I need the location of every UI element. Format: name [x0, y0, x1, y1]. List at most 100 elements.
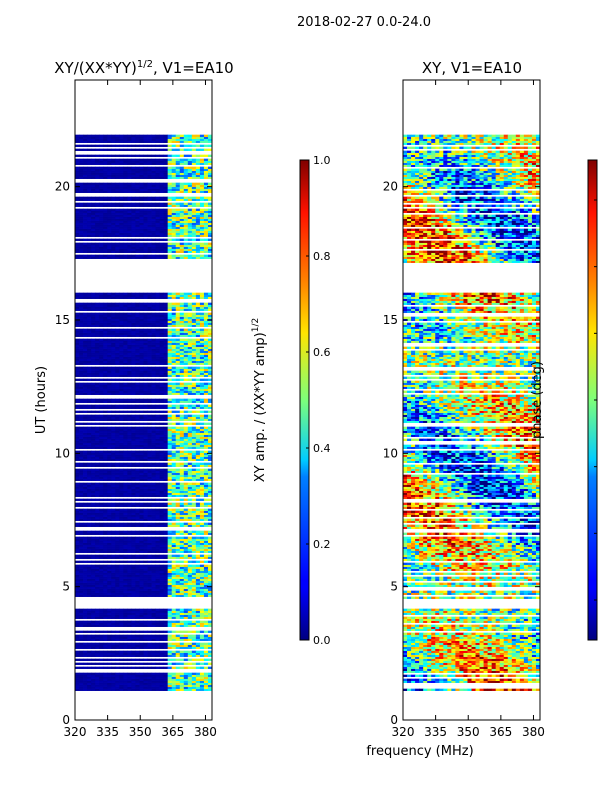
heatmap-cell	[199, 642, 205, 645]
heatmap-cell	[119, 400, 124, 403]
heatmap-cell	[87, 430, 92, 433]
heatmap-cell	[195, 680, 201, 683]
heatmap-cell	[123, 444, 128, 447]
heatmap-cell	[119, 410, 124, 413]
heatmap-cell	[107, 550, 112, 553]
heatmap-cell	[83, 644, 88, 647]
heatmap-cell	[127, 370, 132, 373]
heatmap-cell	[203, 316, 209, 319]
heatmap-cell	[143, 454, 148, 457]
heatmap-cell	[191, 450, 197, 453]
heatmap-cell	[187, 524, 193, 527]
heatmap-cell	[179, 334, 185, 337]
heatmap-cell	[119, 614, 124, 617]
heatmap-cell	[83, 574, 88, 577]
heatmap-cell	[139, 428, 144, 431]
heatmap-cell	[163, 388, 169, 391]
heatmap-cell	[183, 344, 189, 347]
heatmap-cell	[179, 446, 185, 449]
heatmap-cell	[139, 570, 144, 573]
heatmap-cell	[163, 622, 169, 625]
heatmap-cell	[91, 544, 96, 547]
heatmap-cell	[139, 476, 144, 479]
heatmap-cell	[147, 468, 152, 471]
heatmap-cell	[99, 504, 104, 507]
heatmap-cell	[127, 428, 132, 431]
heatmap-cell	[135, 560, 140, 563]
heatmap-cell	[79, 418, 84, 421]
heatmap-cell	[75, 566, 80, 569]
heatmap-cell	[87, 580, 92, 583]
heatmap-cell	[195, 510, 201, 513]
heatmap-cell	[183, 584, 189, 587]
heatmap-cell	[155, 570, 161, 573]
heatmap-cell	[139, 682, 144, 685]
heatmap-cell	[115, 556, 120, 559]
heatmap-cell	[207, 322, 213, 325]
heatmap-cell	[119, 494, 124, 497]
heatmap-cell	[79, 568, 84, 571]
heatmap-cell	[99, 314, 104, 317]
heatmap-cell	[131, 576, 136, 579]
heatmap-cell	[123, 342, 128, 345]
heatmap-cell	[191, 350, 197, 353]
heatmap-cell	[159, 622, 165, 625]
heatmap-cell	[103, 684, 108, 687]
heatmap-cell	[203, 518, 209, 521]
heatmap-cell	[159, 568, 165, 571]
heatmap-cell	[127, 426, 132, 429]
heatmap-cell	[91, 358, 96, 361]
heatmap-cell	[131, 560, 136, 563]
heatmap-cell	[103, 636, 108, 639]
heatmap-cell	[143, 356, 148, 359]
heatmap-cell	[91, 592, 96, 595]
heatmap-cell	[75, 572, 80, 575]
heatmap-cell	[139, 502, 144, 505]
heatmap-cell	[111, 530, 116, 533]
heatmap-cell	[155, 470, 161, 473]
heatmap-cell	[83, 492, 88, 495]
heatmap-cell	[131, 642, 136, 645]
heatmap-cell	[171, 522, 177, 525]
heatmap-cell	[143, 478, 148, 481]
heatmap-cell	[83, 550, 88, 553]
heatmap-cell	[183, 512, 189, 515]
heatmap-cell	[179, 456, 185, 459]
heatmap-cell	[203, 368, 209, 371]
heatmap-cell	[75, 516, 80, 519]
heatmap-cell	[183, 434, 189, 437]
heatmap-cell	[195, 686, 201, 689]
heatmap-cell	[127, 346, 132, 349]
heatmap-cell	[203, 654, 209, 657]
heatmap-cell	[107, 642, 112, 645]
heatmap-cell	[91, 530, 96, 533]
heatmap-cell	[191, 308, 197, 311]
heatmap-cell	[95, 340, 100, 343]
heatmap-cell	[175, 454, 181, 457]
heatmap-cell	[147, 444, 152, 447]
heatmap-cell	[175, 582, 181, 585]
heatmap-cell	[123, 576, 128, 579]
heatmap-cell	[107, 684, 112, 687]
heatmap-cell	[191, 384, 197, 387]
heatmap-cell	[131, 554, 136, 557]
heatmap-cell	[159, 432, 165, 435]
heatmap-cell	[175, 456, 181, 459]
heatmap-cell	[155, 416, 161, 419]
heatmap-cell	[155, 428, 161, 431]
heatmap-cell	[79, 524, 84, 527]
heatmap-cell	[175, 330, 181, 333]
heatmap-cell	[143, 324, 148, 327]
heatmap-cell	[159, 462, 165, 465]
heatmap-cell	[179, 542, 185, 545]
heatmap-cell	[123, 492, 128, 495]
heatmap-cell	[83, 314, 88, 317]
heatmap-cell	[103, 556, 108, 559]
heatmap-cell	[95, 688, 100, 691]
heatmap-cell	[79, 622, 84, 625]
heatmap-cell	[127, 484, 132, 487]
heatmap-cell	[139, 646, 144, 649]
heatmap-cell	[115, 682, 120, 685]
heatmap-cell	[203, 374, 209, 377]
heatmap-cell	[127, 322, 132, 325]
